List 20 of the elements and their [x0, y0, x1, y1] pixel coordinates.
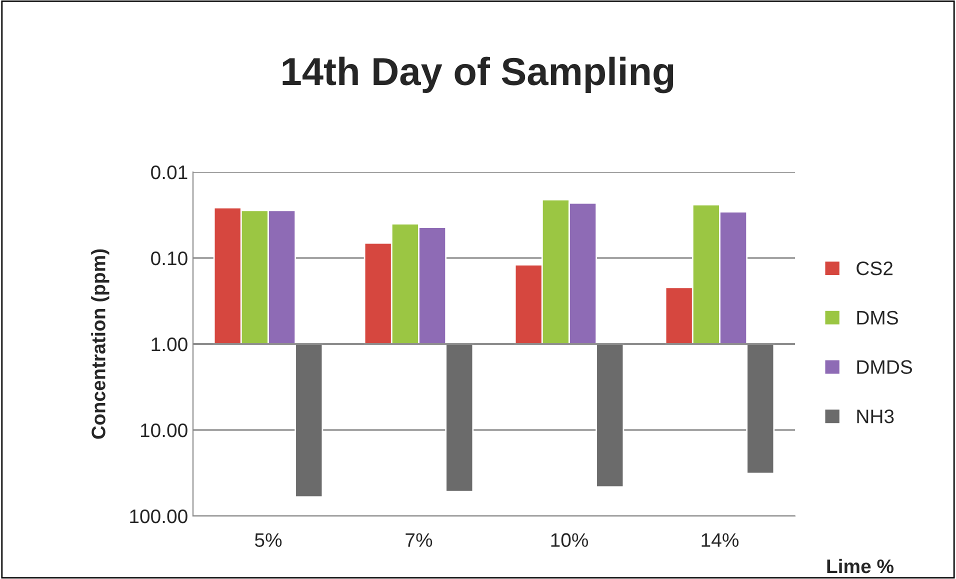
legend-label: DMDS: [857, 360, 912, 374]
x-axis-title: Lime %: [827, 558, 894, 574]
bar: [596, 343, 624, 488]
x-tick-label: 10%: [551, 533, 588, 547]
bar: [445, 343, 474, 492]
y-tick-label: 0.10: [151, 251, 188, 266]
legend-label: DMS: [857, 310, 898, 325]
x-tick-label: 14%: [702, 533, 739, 547]
y-tick-label: 10.00: [140, 423, 188, 438]
y-tick-label: 1.00: [152, 337, 188, 352]
chart-title: 14th Day of Sampling: [282, 56, 674, 94]
x-tick-label: 7%: [406, 533, 432, 547]
x-tick-label: 5%: [254, 533, 282, 547]
bar: [294, 343, 324, 498]
y-axis-title: Concentration (ppm): [91, 249, 110, 439]
legend-label: NH3: [857, 410, 894, 424]
bar: [746, 343, 775, 474]
legend-label: CS2: [856, 261, 892, 276]
y-tick-label: 0.01: [151, 165, 188, 180]
y-tick-label: 100.00: [130, 509, 188, 524]
